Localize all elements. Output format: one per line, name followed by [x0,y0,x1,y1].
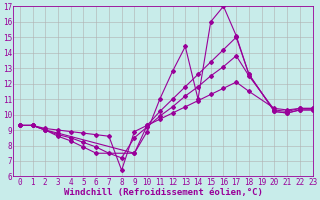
X-axis label: Windchill (Refroidissement éolien,°C): Windchill (Refroidissement éolien,°C) [64,188,262,197]
